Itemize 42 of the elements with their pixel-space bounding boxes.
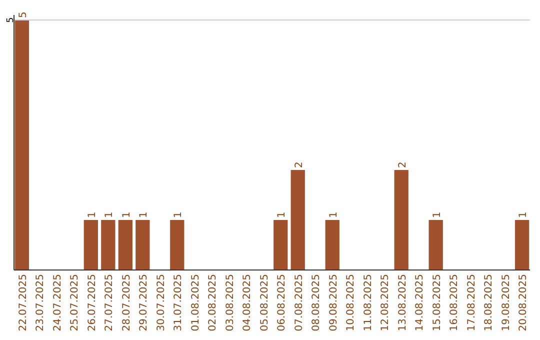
x-tick-label: 07.08.2025 <box>294 274 305 332</box>
x-tick-label: 11.08.2025 <box>362 274 374 332</box>
x-tick-label: 16.08.2025 <box>449 274 460 332</box>
data-label: 1 <box>518 212 530 218</box>
x-tick-label: 06.08.2025 <box>276 274 288 332</box>
x-tick-label: 13.08.2025 <box>397 274 408 332</box>
x-tick-label: 26.07.2025 <box>86 274 98 332</box>
data-label: 2 <box>397 162 408 168</box>
data-label: 1 <box>276 212 288 218</box>
data-label: 2 <box>294 162 305 168</box>
x-tick-label: 22.07.2025 <box>18 274 29 332</box>
x-tick-label: 17.08.2025 <box>466 274 478 332</box>
x-tick-label: 31.07.2025 <box>173 274 184 332</box>
data-label: 1 <box>328 212 340 218</box>
x-tick-label: 08.08.2025 <box>311 274 322 332</box>
x-tick-label: 04.08.2025 <box>242 274 254 332</box>
x-tick-label: 28.07.2025 <box>121 274 132 332</box>
x-tick-label: 01.08.2025 <box>190 274 202 332</box>
data-label: 1 <box>121 212 132 218</box>
x-tick-label: 15.08.2025 <box>432 274 443 332</box>
x-tick-label: 24.07.2025 <box>52 274 64 332</box>
x-tick-label: 05.08.2025 <box>259 274 270 332</box>
data-label: 1 <box>432 212 443 218</box>
x-tick-label: 09.08.2025 <box>328 274 340 332</box>
x-tick-label: 25.07.2025 <box>70 274 81 332</box>
x-tick-label: 03.08.2025 <box>224 274 236 332</box>
x-tick-label: 10.08.2025 <box>346 274 357 332</box>
x-tick-label: 02.08.2025 <box>208 274 219 332</box>
x-tick-label: 20.08.2025 <box>518 274 530 332</box>
x-tick-label: 14.08.2025 <box>414 274 426 332</box>
data-label: 5 <box>6 17 16 23</box>
x-tick-label: 23.07.2025 <box>35 274 46 332</box>
x-tick-label: 29.07.2025 <box>138 274 150 332</box>
x-tick-label: 19.08.2025 <box>500 274 512 332</box>
data-label: 1 <box>173 212 184 218</box>
data-label: 1 <box>104 212 116 218</box>
data-label: 1 <box>86 212 98 218</box>
x-tick-label: 12.08.2025 <box>380 274 392 332</box>
x-tick-label: 27.07.2025 <box>104 274 116 332</box>
data-label: 1 <box>138 212 150 218</box>
x-tick-label: 18.08.2025 <box>484 274 495 332</box>
x-tick-label: 30.07.2025 <box>156 274 167 332</box>
